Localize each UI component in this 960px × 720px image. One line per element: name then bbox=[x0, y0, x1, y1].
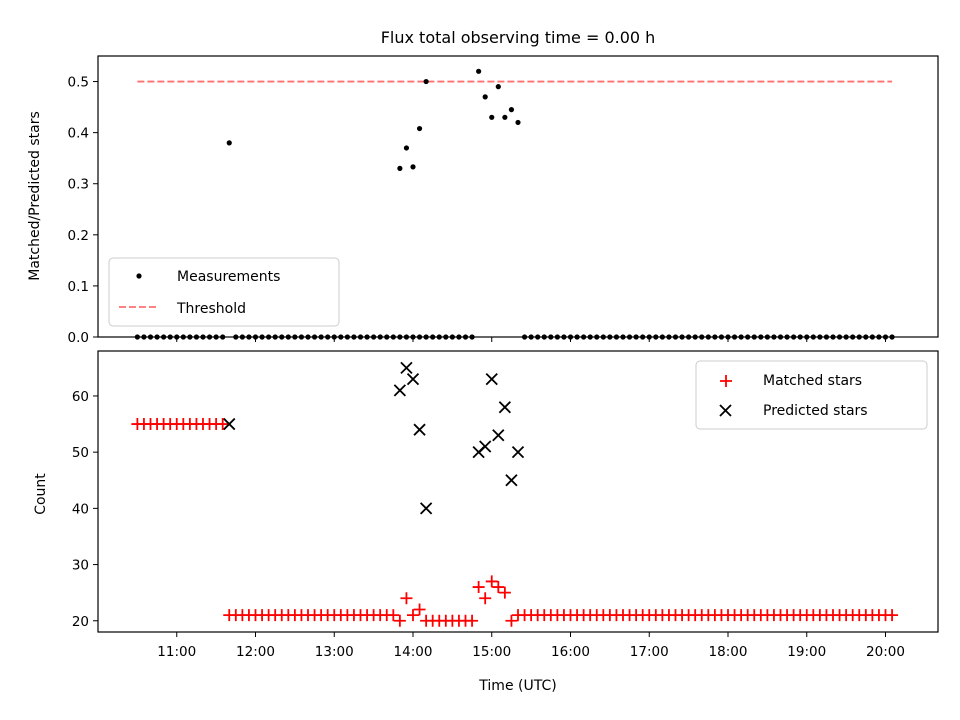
legend-predicted-label: Predicted stars bbox=[763, 403, 868, 419]
predicted-star-point bbox=[505, 474, 518, 487]
predicted-star-point bbox=[223, 417, 236, 431]
matched-star-point bbox=[393, 614, 406, 627]
y-tick-label: 0.4 bbox=[68, 126, 89, 142]
bottom-y-ticks: 20 30 40 50 60 bbox=[72, 389, 98, 630]
matched-star-point bbox=[216, 418, 229, 431]
y-tick-label: 40 bbox=[72, 501, 89, 517]
matched-star-point bbox=[498, 586, 511, 599]
bottom-panel: 20 30 40 50 60 11:00 12:00 13:00 14:00 15:00 16:0… bbox=[33, 337, 939, 694]
matched-star-point bbox=[413, 603, 426, 616]
top-y-ticks: 0.0 0.1 0.2 0.3 0.4 0.5 bbox=[68, 75, 98, 346]
predicted-star-point bbox=[485, 372, 498, 386]
predicted-star-point bbox=[393, 384, 407, 397]
measurement-point bbox=[397, 165, 403, 171]
legend-measurements-marker bbox=[136, 273, 142, 279]
bottom-legend: Matched stars Predicted stars bbox=[695, 360, 928, 430]
measurement-point bbox=[226, 140, 232, 146]
x-tick-label: 17:00 bbox=[630, 644, 669, 660]
top-legend: Measurements Threshold bbox=[108, 257, 340, 327]
measurement-point bbox=[489, 114, 495, 120]
x-tick-label: 19:00 bbox=[787, 644, 826, 660]
top-marks bbox=[134, 68, 895, 340]
measurement-point bbox=[495, 84, 501, 90]
x-tick-label: 16:00 bbox=[551, 644, 590, 660]
measurement-point bbox=[403, 145, 410, 151]
y-tick-label: 30 bbox=[72, 558, 89, 574]
matched-star-point bbox=[472, 581, 485, 594]
y-tick-label: 0.5 bbox=[68, 75, 89, 91]
legend-matched-label: Matched stars bbox=[763, 373, 862, 389]
top-legend-box bbox=[108, 257, 340, 327]
predicted-star-point bbox=[511, 446, 525, 459]
y-tick-label: 50 bbox=[72, 445, 89, 461]
bottom-axes-frame bbox=[97, 350, 939, 633]
predicted-star-point bbox=[492, 429, 505, 442]
matched-star-point bbox=[886, 609, 899, 622]
predicted-star-point bbox=[413, 423, 426, 436]
measurement-point bbox=[423, 78, 429, 85]
legend-threshold-label: Threshold bbox=[176, 301, 246, 317]
predicted-star-point bbox=[498, 401, 512, 414]
measurement-point bbox=[416, 125, 423, 132]
legend-predicted-marker bbox=[719, 404, 732, 417]
y-tick-label: 0.3 bbox=[68, 177, 89, 193]
bottom-x-ticks: 11:00 12:00 13:00 14:00 15:00 16:00 17:00 18:00… bbox=[157, 337, 905, 660]
matched-star-point bbox=[485, 575, 498, 588]
predicted-star-point bbox=[400, 361, 413, 374]
top-axes-frame bbox=[97, 55, 939, 338]
y-tick-label: 20 bbox=[72, 614, 89, 630]
top-panel: 0.0 0.1 0.2 0.3 0.4 0.5 Matched/Predicted sta… bbox=[27, 55, 939, 346]
predicted-star-point bbox=[406, 372, 420, 386]
y-tick-label: 0.2 bbox=[68, 228, 89, 244]
matched-star-point bbox=[407, 609, 419, 622]
legend-measurements-label: Measurements bbox=[177, 269, 280, 285]
measurement-point bbox=[515, 119, 521, 126]
bottom-y-axis-label: Count bbox=[33, 473, 49, 515]
matched-star-point bbox=[479, 592, 492, 605]
predicted-star-point bbox=[479, 440, 492, 453]
matched-star-point bbox=[492, 581, 505, 594]
matched-star-point bbox=[466, 614, 479, 627]
x-tick-label: 13:00 bbox=[315, 644, 354, 660]
bottom-legend-box bbox=[695, 360, 928, 430]
x-axis-label: Time (UTC) bbox=[478, 678, 556, 694]
legend-matched-marker bbox=[720, 375, 732, 387]
predicted-star-point bbox=[419, 502, 433, 515]
measurement-point bbox=[410, 164, 416, 170]
chart-title: Flux total observing time = 0.00 h bbox=[381, 28, 656, 47]
matched-star-point bbox=[400, 592, 413, 605]
x-tick-label: 20:00 bbox=[866, 644, 905, 660]
x-tick-label: 15:00 bbox=[472, 644, 511, 660]
x-tick-label: 12:00 bbox=[236, 644, 275, 660]
bottom-marks bbox=[131, 361, 899, 627]
matched-star-point bbox=[505, 614, 518, 627]
x-tick-label: 18:00 bbox=[709, 644, 748, 660]
measurement-point bbox=[502, 114, 508, 120]
top-y-axis-label: Matched/Predicted stars bbox=[27, 111, 43, 281]
measurement-point bbox=[482, 94, 488, 100]
measurement-point bbox=[476, 68, 482, 74]
measurement-point bbox=[508, 107, 515, 113]
x-tick-label: 11:00 bbox=[157, 644, 196, 660]
matched-star-point bbox=[387, 609, 400, 622]
y-tick-label: 0.0 bbox=[68, 330, 89, 346]
y-tick-label: 60 bbox=[72, 389, 89, 405]
x-tick-label: 14:00 bbox=[394, 644, 433, 660]
y-tick-label: 0.1 bbox=[68, 279, 89, 295]
